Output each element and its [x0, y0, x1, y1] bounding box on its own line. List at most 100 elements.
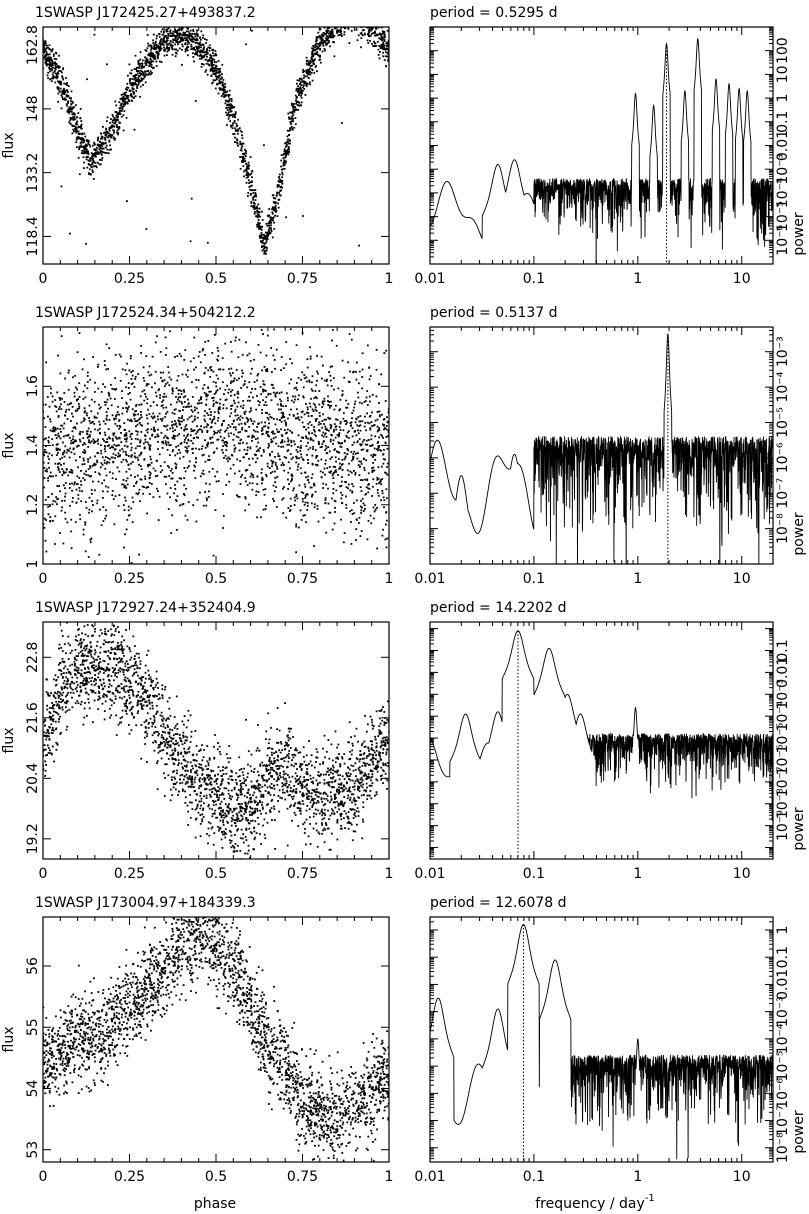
data-point: [48, 63, 50, 66]
data-point: [356, 441, 359, 444]
data-point: [280, 181, 283, 183]
data-point: [219, 402, 221, 405]
data-point: [105, 411, 108, 413]
data-point: [347, 28, 350, 30]
data-point: [101, 137, 104, 140]
data-point: [87, 143, 90, 145]
data-point: [98, 144, 100, 147]
data-point: [302, 395, 305, 398]
data-point: [88, 172, 90, 174]
data-point: [167, 36, 169, 39]
data-point: [339, 24, 341, 26]
data-point: [119, 97, 122, 100]
data-point: [176, 480, 179, 483]
data-point: [291, 102, 293, 105]
data-point: [176, 355, 179, 357]
data-point: [296, 104, 299, 106]
data-point: [292, 118, 294, 120]
data-point: [171, 514, 174, 517]
data-point: [168, 42, 171, 45]
data-point: [171, 48, 174, 50]
data-point: [66, 89, 68, 91]
data-point: [204, 53, 207, 56]
data-point: [92, 157, 95, 160]
data-point: [224, 342, 227, 345]
data-point: [263, 425, 265, 428]
data-point: [137, 82, 140, 85]
data-point: [74, 409, 77, 412]
data-point: [361, 8, 363, 10]
data-point: [47, 441, 50, 444]
data-point: [327, 502, 330, 505]
data-point: [375, 482, 378, 485]
data-point: [340, 0, 342, 1]
data-point: [99, 150, 102, 152]
data-point: [196, 39, 199, 41]
data-point: [272, 460, 275, 463]
data-point: [246, 452, 248, 455]
data-point: [61, 90, 64, 93]
data-point: [91, 154, 94, 157]
data-point: [274, 436, 277, 439]
data-point: [130, 72, 133, 75]
data-point: [80, 126, 82, 128]
data-point: [310, 477, 313, 479]
data-point: [68, 487, 71, 489]
data-point: [199, 475, 202, 478]
data-point: [73, 395, 76, 398]
data-point: [285, 160, 287, 163]
data-point: [313, 72, 316, 74]
data-point: [212, 81, 214, 84]
data-point: [203, 372, 206, 375]
data-point: [212, 70, 215, 72]
data-point: [60, 107, 63, 110]
data-point: [171, 411, 174, 414]
data-point: [349, 510, 351, 513]
data-point: [234, 447, 237, 449]
data-point: [70, 103, 73, 105]
data-point: [282, 413, 285, 416]
data-point: [99, 158, 102, 161]
data-point: [363, 439, 365, 441]
data-point: [192, 48, 195, 51]
data-point: [294, 94, 297, 97]
data-point: [115, 417, 117, 420]
data-point: [165, 46, 168, 49]
data-point: [57, 71, 59, 74]
data-point: [131, 78, 134, 80]
data-point: [226, 442, 229, 445]
data-point: [212, 64, 214, 66]
data-point: [313, 433, 316, 436]
data-point: [359, 32, 362, 35]
data-point: [233, 133, 236, 135]
data-point: [371, 467, 373, 469]
data-point: [360, 12, 362, 14]
data-point: [54, 68, 57, 71]
data-point: [237, 417, 240, 419]
data-point: [319, 44, 322, 46]
data-point: [323, 379, 326, 382]
outlier-point: [133, 128, 136, 131]
data-point: [352, 14, 354, 16]
data-point: [139, 58, 142, 61]
data-point: [372, 45, 375, 47]
data-point: [261, 245, 263, 248]
data-point: [174, 51, 177, 54]
data-point: [288, 413, 291, 416]
data-point: [45, 61, 47, 64]
data-point: [203, 48, 205, 51]
data-point: [134, 378, 137, 380]
data-point: [163, 54, 166, 57]
data-point: [386, 29, 389, 32]
data-point: [208, 49, 211, 52]
data-point: [295, 97, 298, 100]
data-point: [183, 23, 185, 25]
data-point: [300, 81, 302, 84]
x-tick-label: 0.01: [414, 271, 445, 287]
data-point: [266, 231, 269, 234]
data-point: [365, 486, 368, 489]
data-point: [71, 482, 73, 485]
data-point: [107, 134, 110, 137]
data-point: [270, 227, 272, 230]
data-point: [339, 21, 341, 23]
